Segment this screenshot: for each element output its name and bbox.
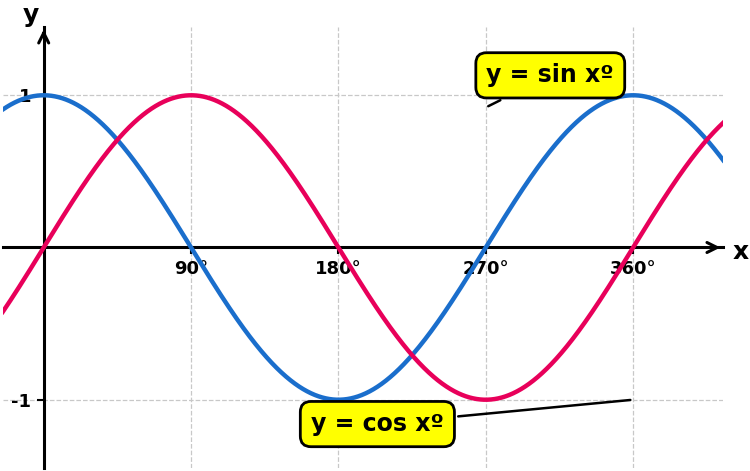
Text: y = cos xº: y = cos xº — [311, 400, 630, 436]
Text: x: x — [733, 240, 749, 264]
Text: y: y — [22, 3, 39, 27]
Text: y = sin xº: y = sin xº — [487, 63, 614, 106]
